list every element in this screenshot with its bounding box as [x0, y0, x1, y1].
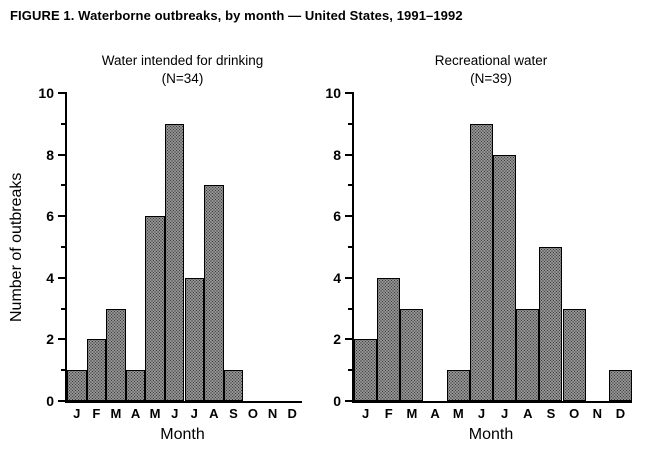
chart-title-drinking: Water intended for drinking (N=34): [65, 52, 300, 87]
x-tick-label-6: J: [477, 406, 486, 421]
y-major-tick-6: [58, 215, 67, 218]
bar-month-5-m: [446, 370, 470, 401]
bar-month-1-j: [354, 339, 378, 401]
bar-month-7-j: [184, 277, 205, 401]
x-tick-label-10: O: [569, 406, 580, 421]
bar-month-3-m: [106, 308, 126, 401]
x-tick-label-2: F: [92, 406, 101, 421]
y-major-tick-10: [345, 92, 354, 94]
x-tick-label-4: A: [130, 406, 141, 421]
y-major-tick-0: [345, 400, 354, 402]
y-minor-tick-3: [61, 307, 67, 310]
bar-month-2-f: [86, 339, 107, 401]
x-tick-label-9: S: [546, 406, 556, 421]
y-tick-label-2: 2: [333, 331, 341, 348]
x-tick-label-7: J: [501, 406, 509, 421]
y-tick-label-8: 8: [46, 146, 54, 163]
x-tick-label-3: M: [406, 406, 418, 421]
bar-month-8-a: [204, 185, 224, 401]
y-minor-tick-5: [61, 246, 67, 248]
y-major-tick-8: [345, 153, 354, 156]
y-major-tick-6: [345, 215, 354, 218]
y-major-tick-8: [58, 153, 67, 156]
bar-month-12-d: [608, 370, 632, 401]
y-minor-tick-7: [348, 184, 354, 187]
y-tick-label-0: 0: [333, 393, 341, 409]
x-axis-label-drinking: Month: [160, 426, 205, 443]
y-tick-label-4: 4: [46, 269, 54, 286]
bar-month-8-a: [516, 308, 540, 401]
x-tick-label-1: J: [73, 406, 81, 421]
chart-title-drinking-n: (N=34): [161, 70, 204, 86]
x-tick-label-5: M: [149, 406, 161, 421]
bar-month-9-s: [539, 247, 563, 401]
x-axis-label-recreational: Month: [468, 426, 514, 443]
bar-month-6-j: [164, 123, 185, 401]
bar-month-9-s: [223, 370, 244, 401]
y-major-tick-4: [345, 276, 354, 279]
y-major-tick-2: [345, 338, 354, 341]
y-major-tick-4: [58, 276, 67, 279]
y-axis-label: Number of outbreaks: [8, 172, 25, 322]
y-minor-tick-1: [348, 369, 354, 372]
plot-area-recreational: 0 2 4 6 8 10: [325, 86, 632, 408]
y-tick-label-8: 8: [333, 146, 341, 163]
x-tick-label-9: S: [229, 406, 238, 421]
y-tick-label-10: 10: [38, 85, 54, 101]
y-tick-label-10: 10: [325, 85, 341, 101]
chart-title-recreational-line1: Recreational water: [434, 53, 548, 68]
chart-title-drinking-line1: Water intended for drinking: [101, 53, 264, 68]
y-minor-tick-9: [348, 122, 354, 125]
y-major-tick-0: [58, 400, 67, 402]
x-tick-label-4: A: [430, 406, 440, 421]
y-major-tick-2: [58, 338, 67, 341]
bar-month-1-j: [67, 370, 87, 401]
bar-month-10-o: [562, 308, 586, 401]
y-minor-tick-3: [348, 307, 354, 310]
x-tick-label-2: F: [384, 406, 393, 421]
y-minor-tick-7: [61, 184, 67, 187]
y-tick-label-2: 2: [46, 331, 54, 348]
y-tick-label-6: 6: [46, 208, 54, 225]
bar-month-5-m: [145, 216, 165, 401]
x-tick-label-7: J: [190, 406, 198, 421]
x-tick-label-12: D: [287, 406, 297, 421]
x-tick-label-8: A: [209, 406, 219, 421]
x-tick-label-5: M: [452, 406, 464, 421]
bar-month-6-j: [469, 123, 493, 401]
chart-title-recreational-n: (N=39): [470, 70, 512, 86]
figure-title: FIGURE 1. Waterborne outbreaks, by month…: [10, 8, 463, 23]
x-tick-label-8: A: [523, 406, 533, 421]
y-minor-tick-5: [348, 246, 354, 248]
x-tick-label-11: N: [592, 406, 602, 421]
x-tick-label-6: J: [171, 406, 179, 421]
bar-month-7-j: [493, 154, 517, 401]
x-tick-label-10: O: [247, 406, 259, 421]
y-minor-tick-9: [61, 122, 67, 125]
plot-area-drinking: 0 2 4 6 8 10: [38, 86, 302, 408]
chart-title-recreational: Recreational water (N=39): [352, 52, 630, 87]
y-major-tick-10: [58, 92, 67, 94]
y-minor-tick-1: [61, 369, 67, 372]
bar-month-2-f: [377, 277, 401, 401]
x-tick-label-12: D: [615, 406, 626, 421]
x-tick-label-11: N: [267, 406, 278, 421]
y-tick-label-4: 4: [333, 269, 341, 286]
y-tick-label-0: 0: [46, 393, 54, 409]
x-tick-label-3: M: [110, 406, 122, 421]
bar-month-3-m: [400, 308, 424, 401]
y-tick-label-6: 6: [333, 208, 341, 225]
x-tick-label-1: J: [361, 406, 370, 421]
bar-month-4-a: [125, 370, 146, 401]
